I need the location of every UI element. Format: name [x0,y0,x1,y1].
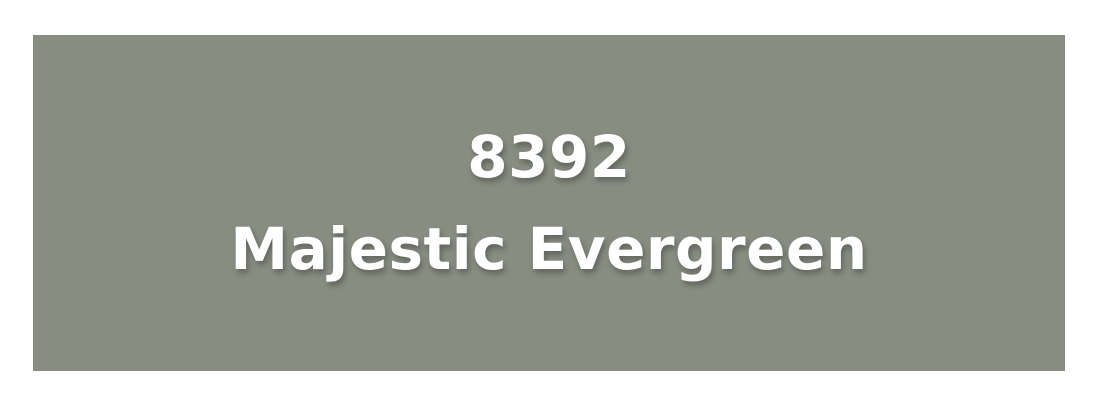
color-code: 8392 [467,123,631,191]
color-swatch: 8392 Majestic Evergreen [33,35,1065,371]
color-name: Majestic Evergreen [230,215,868,283]
